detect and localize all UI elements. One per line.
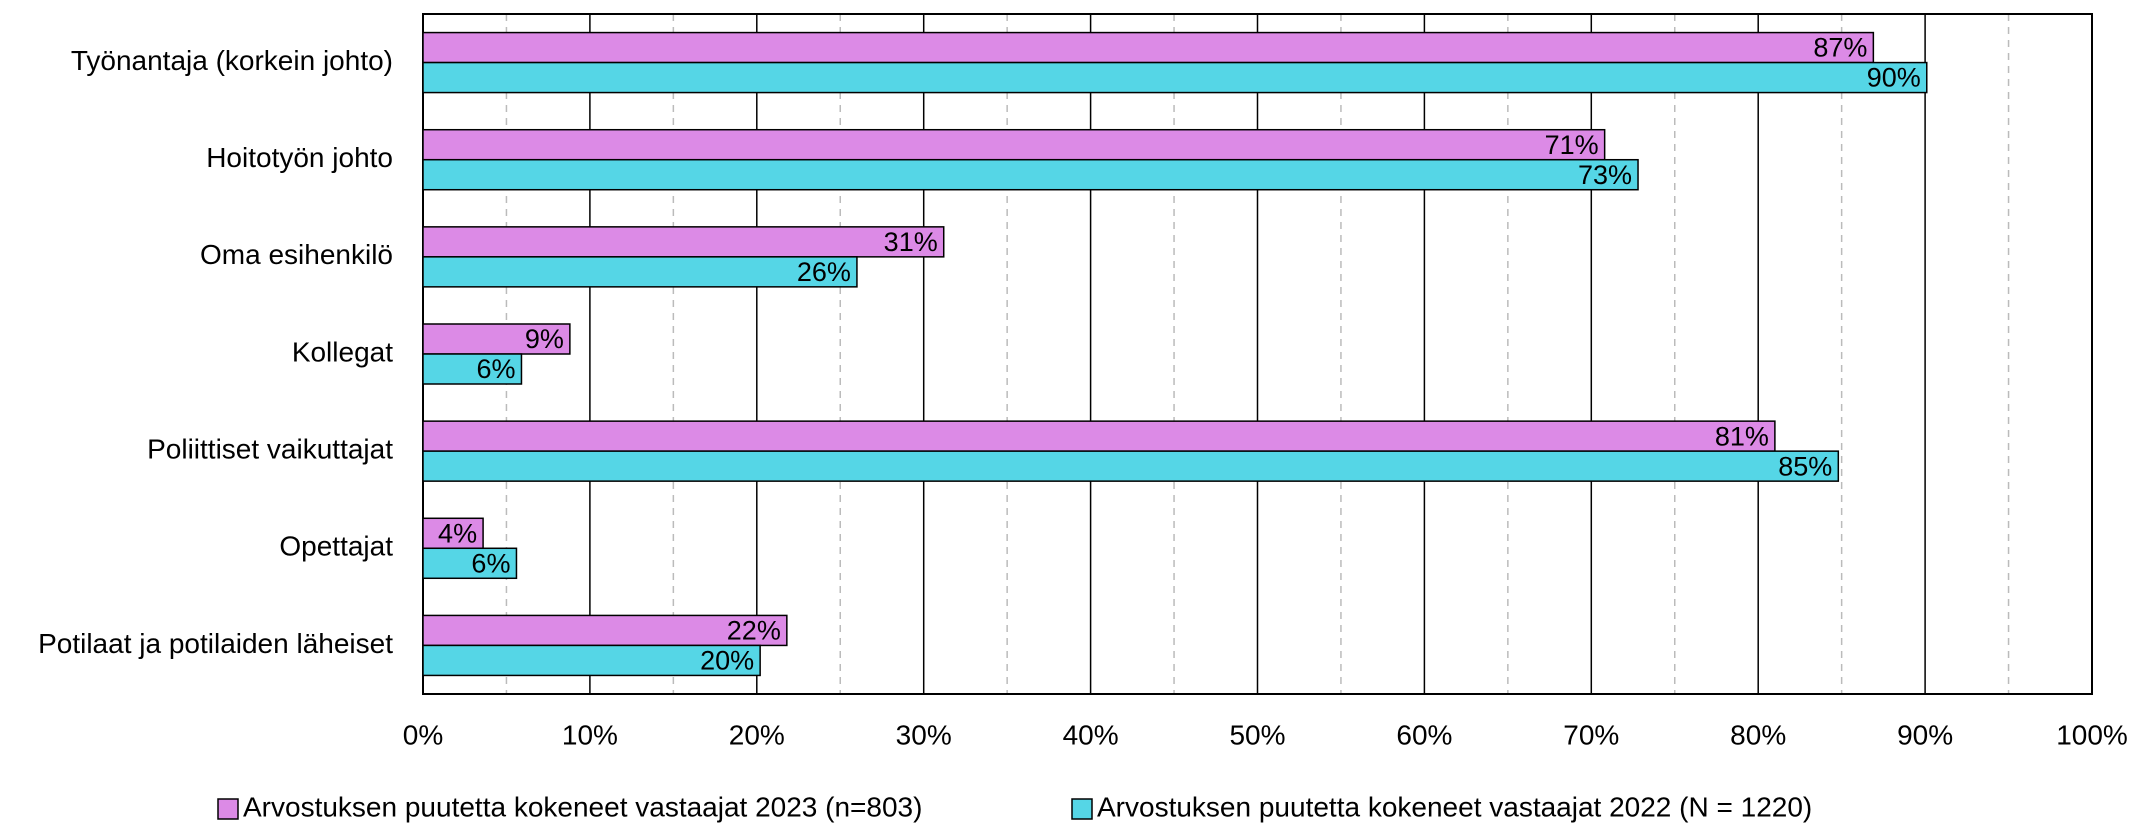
legend-label: Arvostuksen puutetta kokeneet vastaajat … [243, 791, 922, 822]
x-tick-label: 80% [1730, 719, 1786, 750]
x-tick-label: 100% [2056, 719, 2128, 750]
bar [422, 644, 761, 677]
bar [422, 420, 1776, 452]
bar [422, 128, 1606, 161]
legend-swatch [217, 798, 239, 820]
x-tick-label: 0% [403, 719, 443, 750]
data-label: 26% [797, 257, 851, 287]
data-label: 90% [1867, 63, 1921, 93]
x-tick-label: 70% [1563, 719, 1619, 750]
y-tick-label: Poliittiset vaikuttajat [147, 434, 393, 465]
bar [422, 31, 1875, 64]
y-tick-label: Potilaat ja potilaiden läheiset [38, 628, 393, 659]
data-label: 6% [476, 354, 515, 384]
bar [422, 256, 858, 288]
y-tick-label: Opettajat [279, 531, 393, 562]
x-tick-label: 20% [729, 719, 785, 750]
data-label: 6% [471, 548, 510, 578]
x-tick-label: 30% [896, 719, 952, 750]
y-tick-label: Työnantaja (korkein johto) [71, 45, 393, 76]
x-tick-label: 90% [1897, 719, 1953, 750]
data-label: 9% [525, 324, 564, 354]
x-tick-label: 50% [1229, 719, 1285, 750]
data-label: 73% [1578, 160, 1632, 190]
data-label: 81% [1715, 421, 1769, 451]
data-label: 22% [727, 616, 781, 646]
x-tick-label: 60% [1396, 719, 1452, 750]
x-tick-label: 40% [1063, 719, 1119, 750]
data-label: 85% [1778, 451, 1832, 481]
bar [422, 450, 1840, 482]
bar [422, 226, 945, 258]
data-label: 31% [884, 227, 938, 257]
bar [422, 158, 1639, 191]
legend-label: Arvostuksen puutetta kokeneet vastaajat … [1097, 791, 1812, 822]
bar [422, 547, 518, 580]
x-tick-label: 10% [562, 719, 618, 750]
y-tick-label: Kollegat [292, 336, 393, 367]
data-label: 4% [438, 518, 477, 548]
data-label: 20% [700, 646, 754, 676]
bar [422, 323, 571, 355]
legend-swatch [1071, 798, 1093, 820]
y-tick-label: Hoitotyön johto [206, 142, 393, 173]
bar [422, 517, 484, 550]
data-label: 71% [1545, 130, 1599, 160]
data-label: 87% [1813, 33, 1867, 63]
y-tick-label: Oma esihenkilö [200, 239, 393, 270]
bar [422, 61, 1928, 94]
bar [422, 353, 523, 385]
bar [422, 614, 788, 647]
